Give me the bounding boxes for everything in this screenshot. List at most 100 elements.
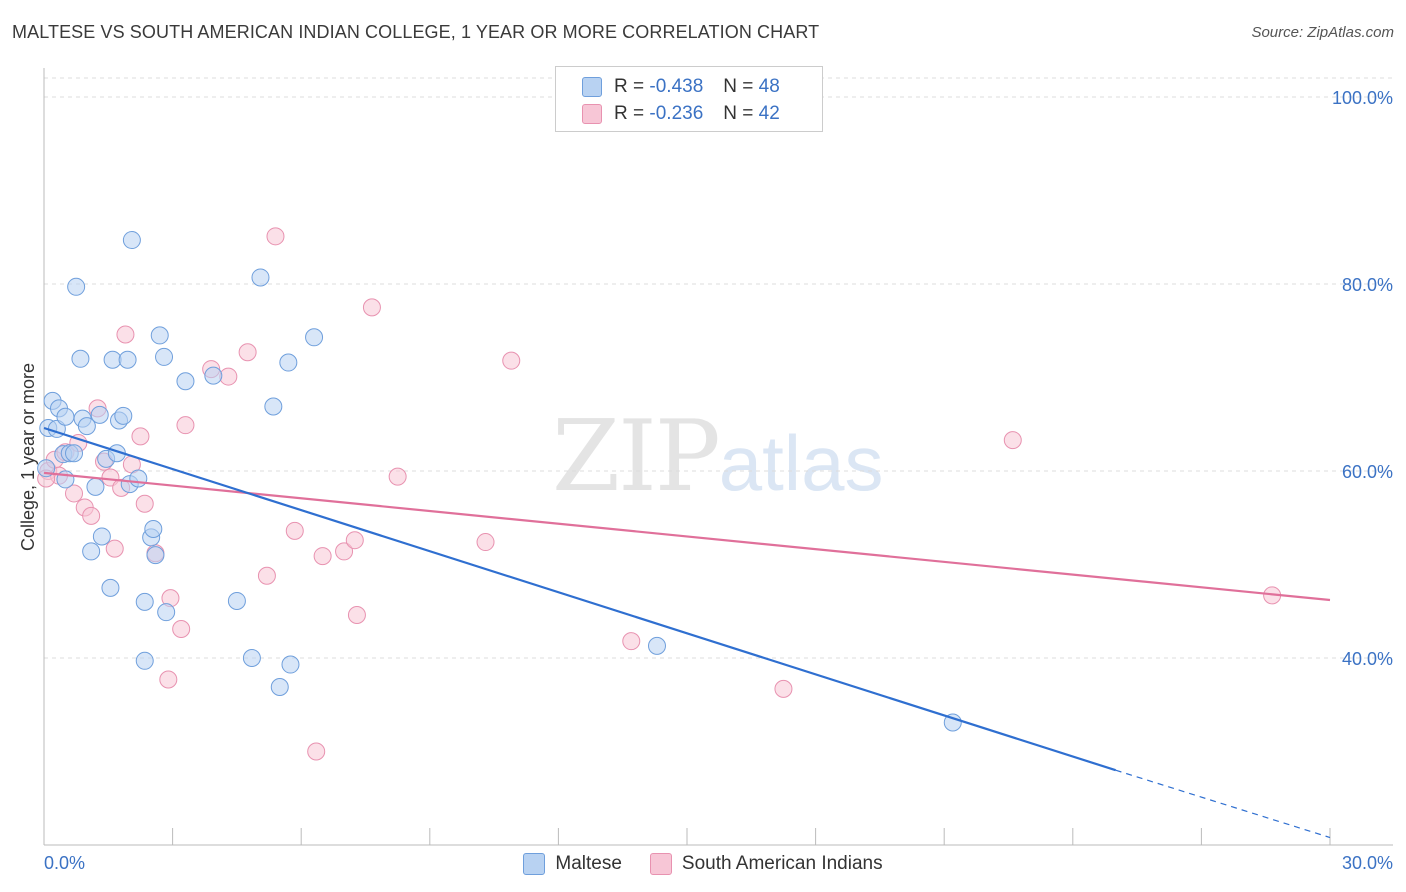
maltese-point: [77, 417, 96, 436]
maltese-point: [118, 350, 137, 369]
south-american-point: [476, 533, 495, 552]
south-american-point: [335, 542, 354, 561]
south-american-point: [307, 742, 326, 761]
legend-row-south-american: R = -0.236 N = 42: [582, 101, 780, 127]
south-american-point: [116, 325, 135, 344]
chart-title: MALTESE VS SOUTH AMERICAN INDIAN COLLEGE…: [12, 22, 820, 42]
south-american-point: [266, 227, 285, 246]
maltese-point: [242, 649, 261, 667]
legend-maltese-r-value: -0.438: [649, 76, 704, 97]
correlation-legend: R = -0.438 N = 48 R = -0.236 N = 42: [555, 66, 823, 132]
maltese-point: [176, 372, 195, 391]
maltese-point: [270, 677, 289, 696]
south-american-point: [285, 521, 304, 540]
south-american-points: [37, 227, 1282, 761]
maltese-point: [92, 527, 111, 546]
maltese-point: [129, 469, 148, 488]
watermark-atlas: atlas: [718, 419, 884, 507]
y-tick-label-40: 40.0%: [1342, 649, 1393, 669]
maltese-point: [281, 655, 300, 674]
maltese-trend-line: [43, 426, 1117, 772]
legend-item-maltese[interactable]: Maltese: [523, 853, 622, 875]
south-american-swatch: [582, 104, 602, 124]
south-american-point: [362, 298, 381, 317]
maltese-point: [122, 231, 141, 250]
trend-lines: [43, 426, 1331, 839]
y-tick-label-100: 100.0%: [1332, 88, 1393, 108]
maltese-point: [647, 636, 666, 655]
south-american-point: [257, 566, 276, 585]
maltese-point: [157, 603, 176, 622]
legend-maltese-r-label: R =: [614, 76, 645, 97]
legend-sa-r-value: -0.236: [649, 103, 704, 124]
maltese-point: [146, 546, 165, 565]
maltese-point: [135, 651, 154, 670]
maltese-point: [86, 477, 105, 496]
maltese-point: [114, 406, 133, 425]
south-american-point: [65, 484, 84, 503]
south-american-point: [172, 620, 191, 639]
source-label: Source: ZipAtlas.com: [1251, 24, 1394, 41]
south-american-point: [313, 547, 332, 566]
maltese-swatch: [582, 77, 602, 97]
south-american-point: [105, 539, 124, 558]
legend-row-maltese: R = -0.438 N = 48: [582, 74, 780, 100]
south-american-point: [502, 351, 521, 370]
maltese-point: [279, 353, 298, 372]
maltese-point: [82, 542, 101, 561]
maltese-point: [227, 591, 246, 610]
legend-label-maltese: Maltese: [555, 853, 622, 874]
south-american-point: [82, 506, 101, 525]
maltese-point: [943, 713, 962, 732]
legend-maltese-n-value: 48: [758, 76, 780, 97]
south-american-point: [131, 427, 150, 446]
maltese-point: [90, 405, 109, 424]
y-tick-label-80: 80.0%: [1342, 275, 1393, 295]
legend-label-south-american: South American Indians: [681, 853, 883, 874]
legend-item-south-american[interactable]: South American Indians: [649, 853, 883, 875]
x-tick-label-0: 0.0%: [44, 853, 85, 873]
south-american-point: [1003, 431, 1022, 450]
maltese-point: [101, 578, 120, 597]
maltese-point: [150, 326, 169, 345]
watermark-zip: ZIP: [552, 400, 721, 514]
maltese-point: [135, 592, 154, 611]
legend-maltese-n-label: N =: [723, 76, 754, 97]
y-tick-labels: 40.0% 60.0% 80.0% 100.0%: [1332, 88, 1393, 669]
x-tick-label-30: 30.0%: [1342, 853, 1393, 873]
maltese-point: [204, 366, 223, 385]
legend-sa-n-label: N =: [723, 103, 754, 124]
maltese-trend-extension: [1115, 769, 1331, 839]
x-ticks: [43, 828, 1331, 845]
maltese-point: [65, 444, 84, 463]
watermark: ZIPatlas: [552, 400, 884, 514]
maltese-point: [103, 350, 122, 369]
series-legend: Maltese South American Indians: [0, 851, 1406, 877]
grid-lines: [44, 77, 1393, 659]
maltese-point: [264, 397, 283, 416]
maltese-point: [67, 277, 86, 296]
maltese-point: [155, 347, 174, 366]
maltese-legend-swatch: [523, 853, 546, 875]
south-american-point: [176, 416, 195, 435]
maltese-point: [71, 349, 90, 368]
south-american-point: [159, 670, 178, 689]
south-american-point: [622, 632, 641, 651]
maltese-point: [251, 268, 270, 287]
axes: [43, 68, 1393, 846]
maltese-point: [144, 519, 163, 538]
south-american-point: [219, 367, 238, 386]
south-american-point: [347, 605, 366, 624]
legend-sa-r-label: R =: [614, 103, 645, 124]
south-american-trend-line: [43, 471, 1331, 602]
south-american-legend-swatch: [649, 853, 672, 875]
south-american-point: [345, 531, 364, 550]
south-american-point: [135, 494, 154, 513]
maltese-point: [305, 328, 324, 347]
y-axis-label: College, 1 year or more: [18, 363, 38, 551]
maltese-point: [56, 407, 75, 426]
south-american-point: [388, 467, 407, 486]
south-american-point: [238, 343, 257, 362]
y-tick-label-60: 60.0%: [1342, 462, 1393, 482]
